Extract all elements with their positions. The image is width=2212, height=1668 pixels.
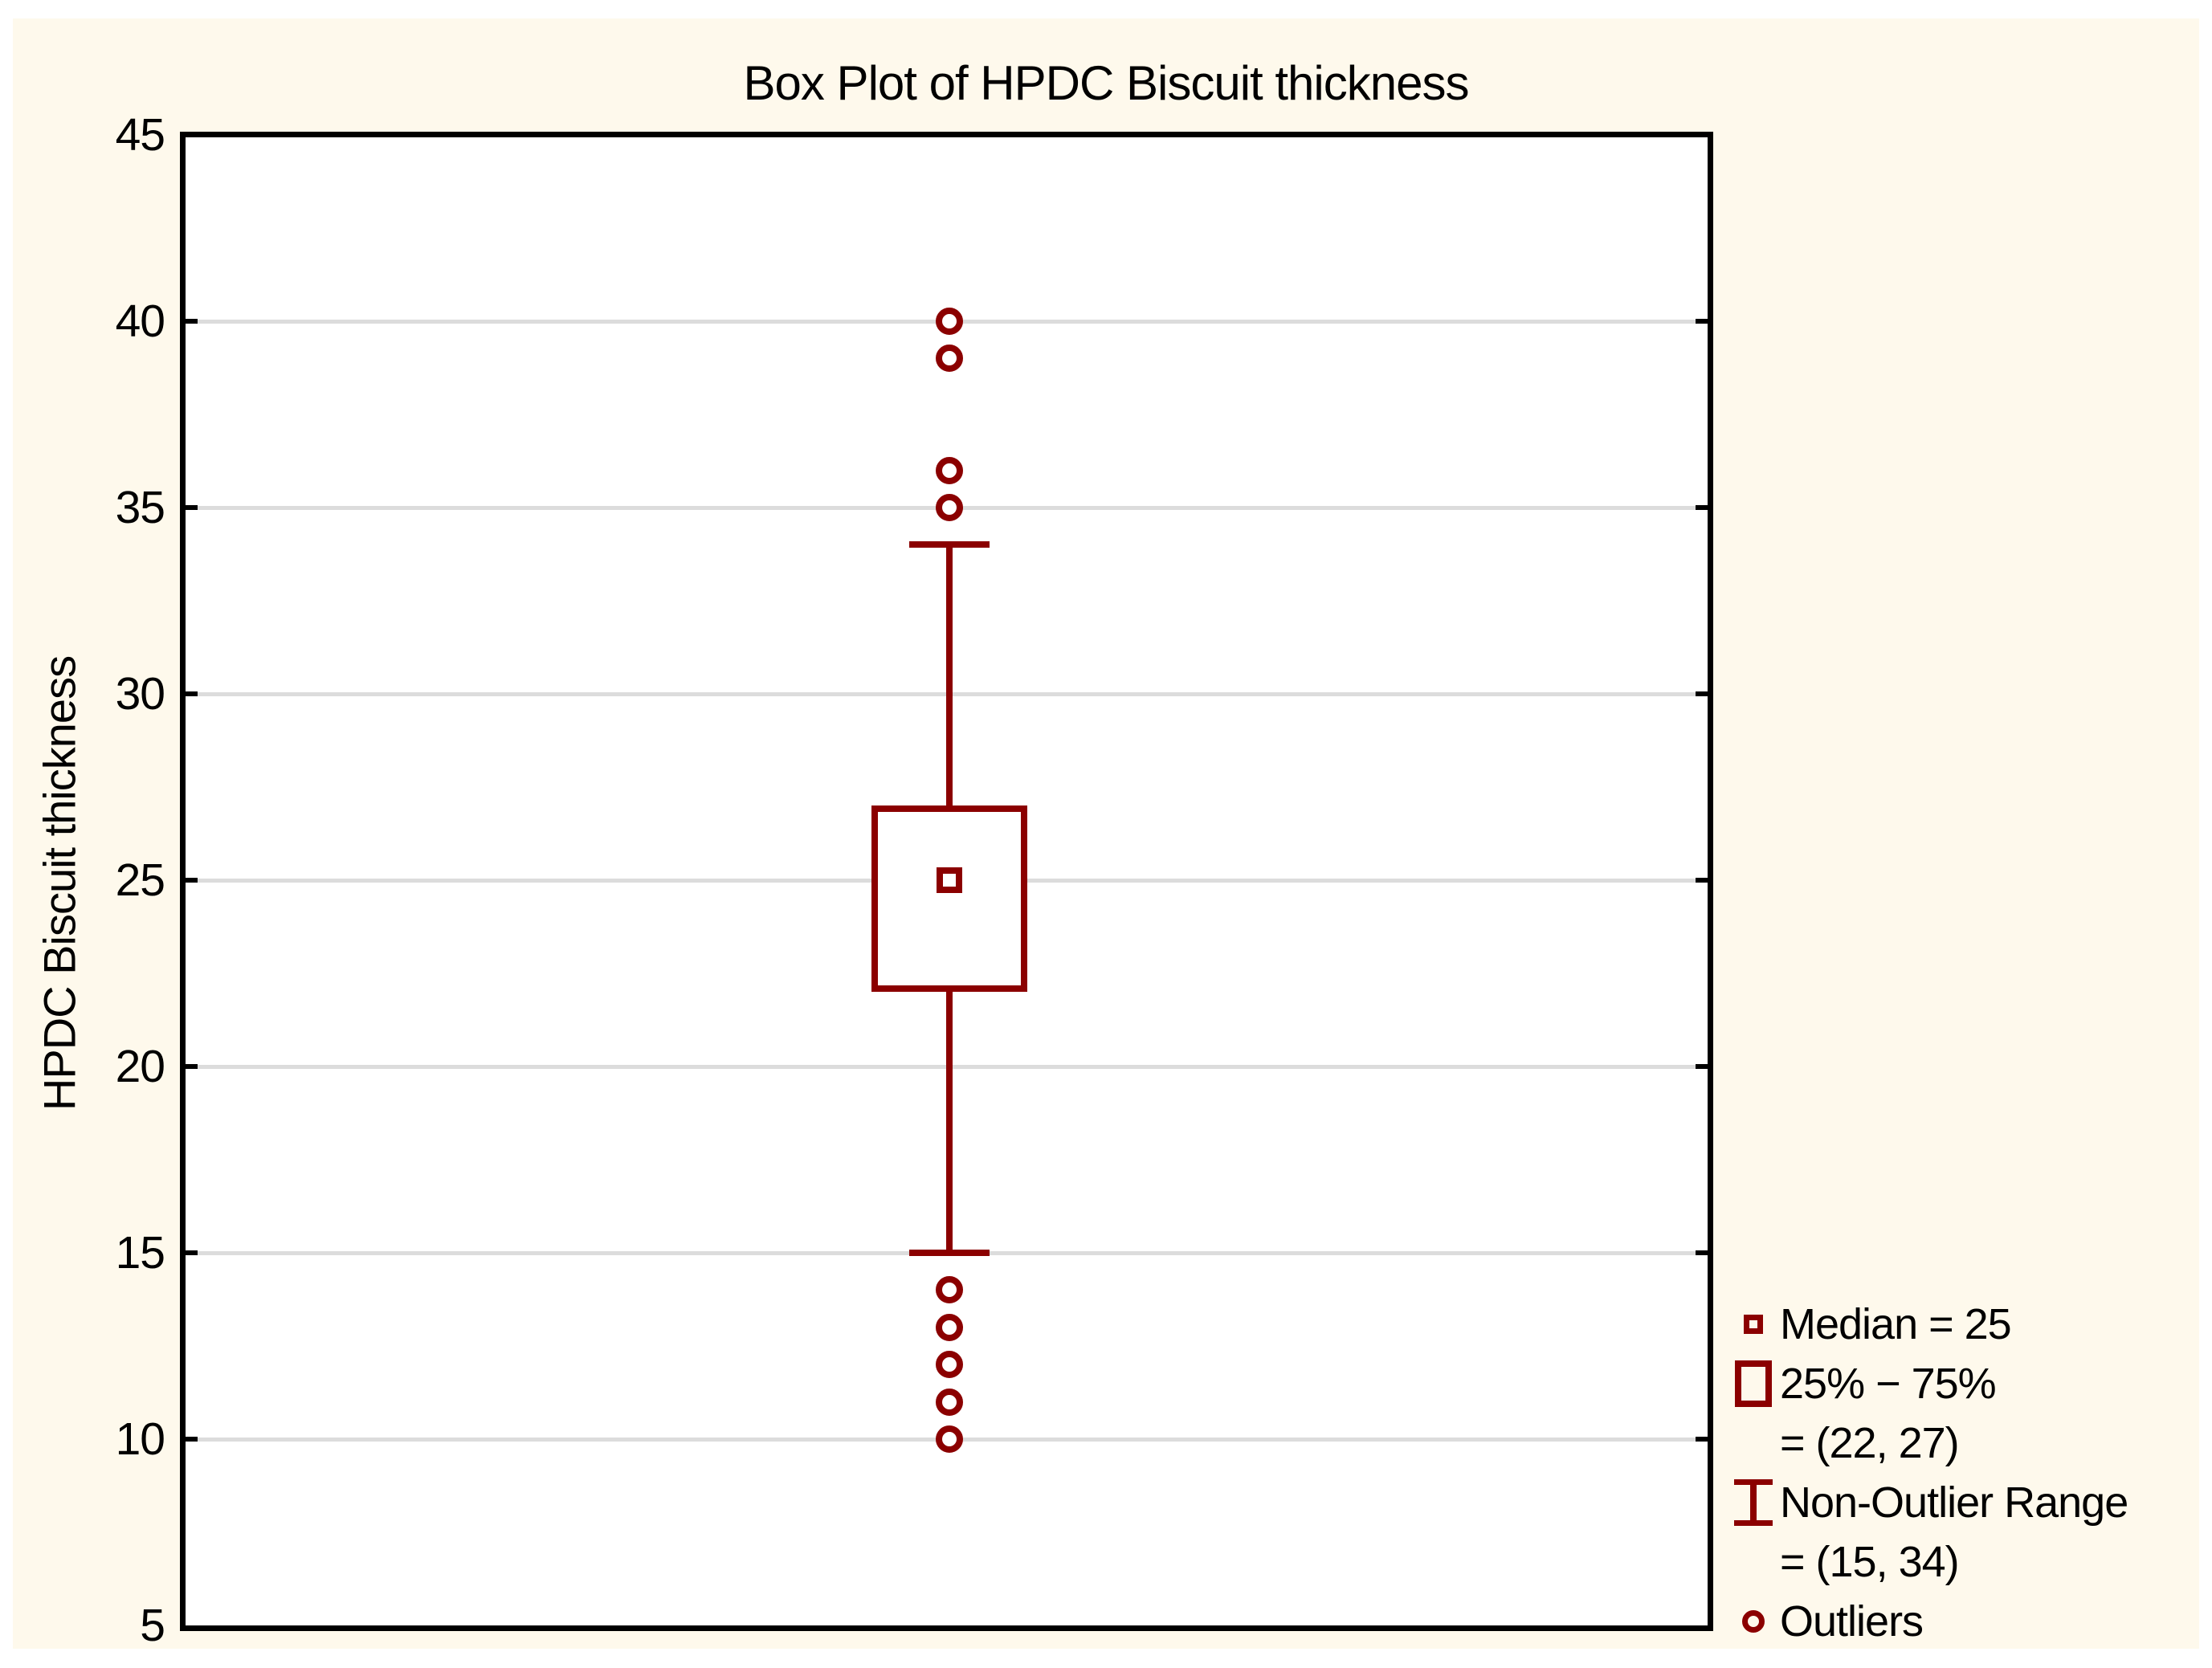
y-tick-label-35: 35 <box>115 482 165 533</box>
outlier-point-40 <box>936 308 963 335</box>
legend: Median = 25 25% − 75% = (22, 27) Non-Out… <box>1727 1295 2128 1651</box>
whisker-range-icon <box>1734 1479 1773 1526</box>
y-tick-left-20 <box>186 1064 198 1069</box>
legend-range-value: = (15, 34) <box>1780 1538 1960 1586</box>
y-tick-right-35 <box>1696 505 1708 510</box>
y-tick-left-30 <box>186 691 198 696</box>
y-tick-left-40 <box>186 319 198 324</box>
legend-iqr-label: 25% − 75% <box>1780 1360 1997 1408</box>
whisker-cap-bottom <box>1734 1520 1773 1526</box>
outlier-point-13 <box>936 1313 963 1341</box>
y-tick-right-10 <box>1696 1437 1708 1442</box>
y-tick-label-25: 25 <box>115 854 165 906</box>
y-tick-label-40: 40 <box>115 296 165 347</box>
legend-row-range-value: = (15, 34) <box>1727 1532 2128 1592</box>
y-tick-label-30: 30 <box>115 668 165 720</box>
lower-whisker-line <box>946 992 953 1253</box>
iqr-box-icon <box>1735 1360 1772 1407</box>
legend-row-iqr-value: = (22, 27) <box>1727 1413 2128 1473</box>
outlier-point-35 <box>936 494 963 521</box>
legend-row-range: Non-Outlier Range <box>1727 1473 2128 1532</box>
legend-marker-cell <box>1727 1360 1780 1407</box>
lower-whisker-cap <box>909 1250 990 1256</box>
y-tick-label-10: 10 <box>115 1413 165 1465</box>
y-tick-left-15 <box>186 1250 198 1255</box>
outlier-point-10 <box>936 1425 963 1453</box>
legend-outliers-label: Outliers <box>1780 1597 1924 1646</box>
chart-title: Box Plot of HPDC Biscuit thickness <box>743 56 1469 110</box>
y-tick-label-5: 5 <box>140 1600 165 1651</box>
legend-marker-cell <box>1727 1610 1780 1633</box>
outlier-point-14 <box>936 1276 963 1304</box>
y-tick-left-10 <box>186 1437 198 1442</box>
upper-whisker-cap <box>909 541 990 549</box>
upper-whisker-line <box>946 544 953 806</box>
y-tick-right-40 <box>1696 319 1708 324</box>
legend-row-iqr: 25% − 75% <box>1727 1354 2128 1413</box>
legend-marker-cell <box>1727 1315 1780 1334</box>
y-tick-label-45: 45 <box>115 109 165 161</box>
y-tick-label-15: 15 <box>115 1227 165 1279</box>
legend-iqr-value: = (22, 27) <box>1780 1419 1960 1467</box>
iqr-box <box>871 805 1027 993</box>
y-tick-right-20 <box>1696 1064 1708 1069</box>
median-marker-icon <box>1744 1315 1763 1334</box>
y-tick-label-20: 20 <box>115 1041 165 1092</box>
y-tick-right-30 <box>1696 691 1708 696</box>
outlier-marker-icon <box>1742 1610 1765 1633</box>
legend-median-label: Median = 25 <box>1780 1300 2012 1348</box>
legend-marker-cell <box>1727 1479 1780 1526</box>
y-tick-right-25 <box>1696 878 1708 883</box>
median-marker <box>937 867 962 893</box>
y-tick-right-15 <box>1696 1250 1708 1255</box>
legend-row-outliers: Outliers <box>1727 1592 2128 1651</box>
legend-range-label: Non-Outlier Range <box>1780 1478 2128 1527</box>
outlier-point-12 <box>936 1351 963 1379</box>
whisker-stem <box>1750 1479 1757 1526</box>
outlier-point-36 <box>936 456 963 484</box>
outlier-point-11 <box>936 1388 963 1416</box>
legend-row-median: Median = 25 <box>1727 1295 2128 1354</box>
y-tick-left-35 <box>186 505 198 510</box>
outlier-point-39 <box>936 345 963 373</box>
y-tick-left-25 <box>186 878 198 883</box>
